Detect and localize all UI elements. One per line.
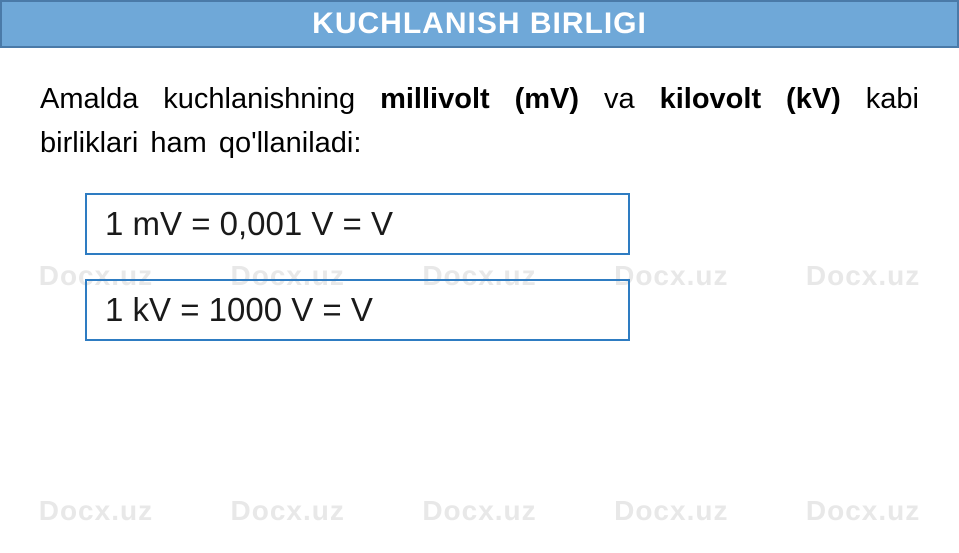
watermark-text: Docx.uz <box>614 495 728 527</box>
header-title: KUCHLANISH BIRLIGI <box>312 7 647 41</box>
header-bar: KUCHLANISH BIRLIGI <box>0 0 959 48</box>
content-area: Amalda kuchlanishning millivolt (mV) va … <box>0 48 959 341</box>
formula-1-text: 1 mV = 0,001 V = V <box>105 205 393 242</box>
formula-box-2: 1 kV = 1000 V = V <box>85 279 630 341</box>
watermark-text: Docx.uz <box>422 495 536 527</box>
watermark-text: Docx.uz <box>39 495 153 527</box>
watermark-text: Docx.uz <box>231 495 345 527</box>
description-part1: Amalda kuchlanishning <box>40 83 380 115</box>
description-text: Amalda kuchlanishning millivolt (mV) va … <box>40 78 919 165</box>
formula-box-1: 1 mV = 0,001 V = V <box>85 193 630 255</box>
description-bold1: millivolt (mV) <box>380 83 579 115</box>
description-bold2: kilovolt (kV) <box>660 83 841 115</box>
watermark-row-bottom: Docx.uz Docx.uz Docx.uz Docx.uz Docx.uz <box>0 495 959 527</box>
watermark-text: Docx.uz <box>806 495 920 527</box>
formula-2-text: 1 kV = 1000 V = V <box>105 291 373 328</box>
description-part2: va <box>579 83 660 115</box>
